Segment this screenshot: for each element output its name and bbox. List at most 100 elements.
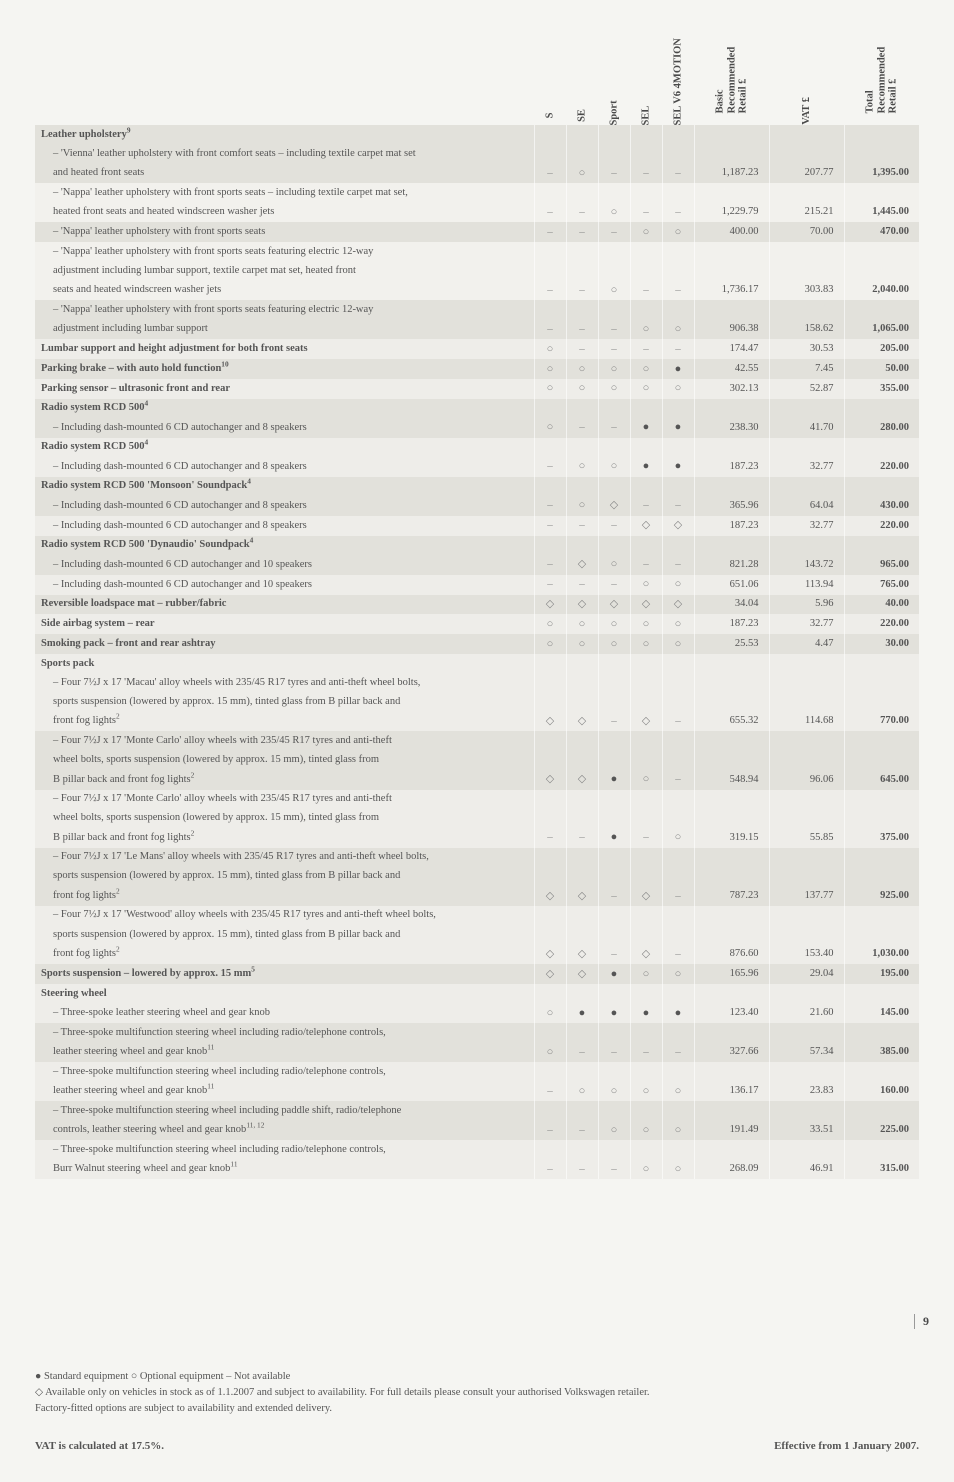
row-label: sports suspension (lowered by approx. 15… [35,925,534,944]
row-label: adjustment including lumbar support [35,319,534,339]
footer-left: VAT is calculated at 17.5%. [35,1440,164,1452]
row-label: – Including dash-mounted 6 CD autochange… [35,457,534,477]
row-label: – Three-spoke multifunction steering whe… [35,1062,534,1081]
table-row: sports suspension (lowered by approx. 15… [35,692,919,711]
table-row: Sports suspension – lowered by approx. 1… [35,964,919,984]
table-row: – 'Vienna' leather upholstery with front… [35,144,919,163]
table-row: – 'Nappa' leather upholstery with front … [35,183,919,202]
row-label: – Three-spoke multifunction steering whe… [35,1140,534,1159]
table-row: adjustment including lumbar support906.3… [35,319,919,339]
table-row: front fog lights2787.23137.77925.00 [35,886,919,906]
table-row: – Three-spoke multifunction steering whe… [35,1023,919,1042]
table-row: Parking brake – with auto hold function1… [35,359,919,379]
options-table: S SE Sport SEL SEL V6 4MOTION BasicRecom… [35,30,919,1179]
footer-right: Effective from 1 January 2007. [774,1440,919,1452]
col-se: SE [566,30,598,125]
row-label: front fog lights2 [35,712,534,732]
table-row: – 'Nappa' leather upholstery with front … [35,300,919,319]
row-label: seats and heated windscreen washer jets [35,280,534,300]
col-total: TotalRecommendedRetail £ [844,30,919,125]
row-label: – Four 7½J x 17 'Le Mans' alloy wheels w… [35,848,534,867]
row-label: B pillar back and front fog lights2 [35,770,534,790]
table-row: heated front seats and heated windscreen… [35,202,919,222]
table-row: leather steering wheel and gear knob1113… [35,1081,919,1101]
page-number: 9 [914,1314,929,1329]
table-row: B pillar back and front fog lights2548.9… [35,770,919,790]
row-label: – Including dash-mounted 6 CD autochange… [35,555,534,575]
row-label: and heated front seats [35,163,534,183]
table-row: – Including dash-mounted 6 CD autochange… [35,516,919,536]
row-label: Sports pack [35,654,534,673]
row-label: front fog lights2 [35,886,534,906]
table-row: Sports pack [35,654,919,673]
row-label: Radio system RCD 500 'Dynaudio' Soundpac… [35,536,534,555]
row-label: Steering wheel [35,984,534,1003]
table-row: Steering wheel [35,984,919,1003]
table-row: Radio system RCD 500 'Dynaudio' Soundpac… [35,536,919,555]
row-label: Lumbar support and height adjustment for… [35,339,534,359]
table-row: – Four 7½J x 17 'Le Mans' alloy wheels w… [35,848,919,867]
row-label: Radio system RCD 500 'Monsoon' Soundpack… [35,477,534,496]
row-label: – 'Nappa' leather upholstery with front … [35,222,534,242]
row-label: adjustment including lumbar support, tex… [35,261,534,280]
table-row: – Three-spoke multifunction steering whe… [35,1062,919,1081]
table-row: – Including dash-mounted 6 CD autochange… [35,555,919,575]
table-row: and heated front seats1,187.23207.771,39… [35,163,919,183]
table-row: – Three-spoke multifunction steering whe… [35,1140,919,1159]
row-label: – Three-spoke leather steering wheel and… [35,1003,534,1023]
table-row: – Four 7½J x 17 'Macau' alloy wheels wit… [35,673,919,692]
row-label: Sports suspension – lowered by approx. 1… [35,964,534,984]
row-label: Radio system RCD 5004 [35,438,534,457]
row-label: B pillar back and front fog lights2 [35,828,534,848]
table-row: Radio system RCD 5004 [35,399,919,418]
row-label: front fog lights2 [35,944,534,964]
table-row: Radio system RCD 5004 [35,438,919,457]
footnotes: ● Standard equipment ○ Optional equipmen… [35,1369,919,1416]
table-row: front fog lights2876.60153.401,030.00 [35,944,919,964]
row-label: – Four 7½J x 17 'Monte Carlo' alloy whee… [35,731,534,750]
col-sel: SEL [630,30,662,125]
row-label: leather steering wheel and gear knob11 [35,1042,534,1062]
row-label: – Three-spoke multifunction steering whe… [35,1101,534,1120]
table-row: Smoking pack – front and rear ashtray25.… [35,634,919,654]
table-row: – Including dash-mounted 6 CD autochange… [35,496,919,516]
row-label: Parking brake – with auto hold function1… [35,359,534,379]
table-row: – Four 7½J x 17 'Monte Carlo' alloy whee… [35,790,919,809]
table-row: sports suspension (lowered by approx. 15… [35,867,919,886]
table-row: – Three-spoke multifunction steering whe… [35,1101,919,1120]
col-selv6: SEL V6 4MOTION [662,30,694,125]
table-row: Burr Walnut steering wheel and gear knob… [35,1159,919,1179]
col-vat: VAT £ [769,30,844,125]
table-row: front fog lights2655.32114.68770.00 [35,712,919,732]
table-row: Radio system RCD 500 'Monsoon' Soundpack… [35,477,919,496]
col-s: S [534,30,566,125]
table-row: Leather upholstery9 [35,125,919,144]
table-row: Reversible loadspace mat – rubber/fabric… [35,595,919,615]
table-row: leather steering wheel and gear knob1132… [35,1042,919,1062]
table-row: wheel bolts, sports suspension (lowered … [35,809,919,828]
row-label: – Including dash-mounted 6 CD autochange… [35,516,534,536]
row-label: Smoking pack – front and rear ashtray [35,634,534,654]
table-row: sports suspension (lowered by approx. 15… [35,925,919,944]
col-basic: BasicRecommendedRetail £ [694,30,769,125]
table-row: – Including dash-mounted 6 CD autochange… [35,457,919,477]
table-row: Side airbag system – rear187.2332.77220.… [35,614,919,634]
row-label: wheel bolts, sports suspension (lowered … [35,809,534,828]
table-row: seats and heated windscreen washer jets1… [35,280,919,300]
table-row: – Three-spoke leather steering wheel and… [35,1003,919,1023]
row-label: – Including dash-mounted 6 CD autochange… [35,575,534,595]
row-label: – Four 7½J x 17 'Macau' alloy wheels wit… [35,673,534,692]
table-row: – Four 7½J x 17 'Westwood' alloy wheels … [35,906,919,925]
row-label: heated front seats and heated windscreen… [35,202,534,222]
row-label: leather steering wheel and gear knob11 [35,1081,534,1101]
row-label: – Including dash-mounted 6 CD autochange… [35,496,534,516]
table-row: – 'Nappa' leather upholstery with front … [35,242,919,261]
row-label: Side airbag system – rear [35,614,534,634]
row-label: – 'Nappa' leather upholstery with front … [35,183,534,202]
row-label: Leather upholstery9 [35,125,534,144]
footer: VAT is calculated at 17.5%. Effective fr… [35,1440,919,1452]
table-row: adjustment including lumbar support, tex… [35,261,919,280]
table-row: Lumbar support and height adjustment for… [35,339,919,359]
table-row: – Including dash-mounted 6 CD autochange… [35,418,919,438]
table-row: – 'Nappa' leather upholstery with front … [35,222,919,242]
